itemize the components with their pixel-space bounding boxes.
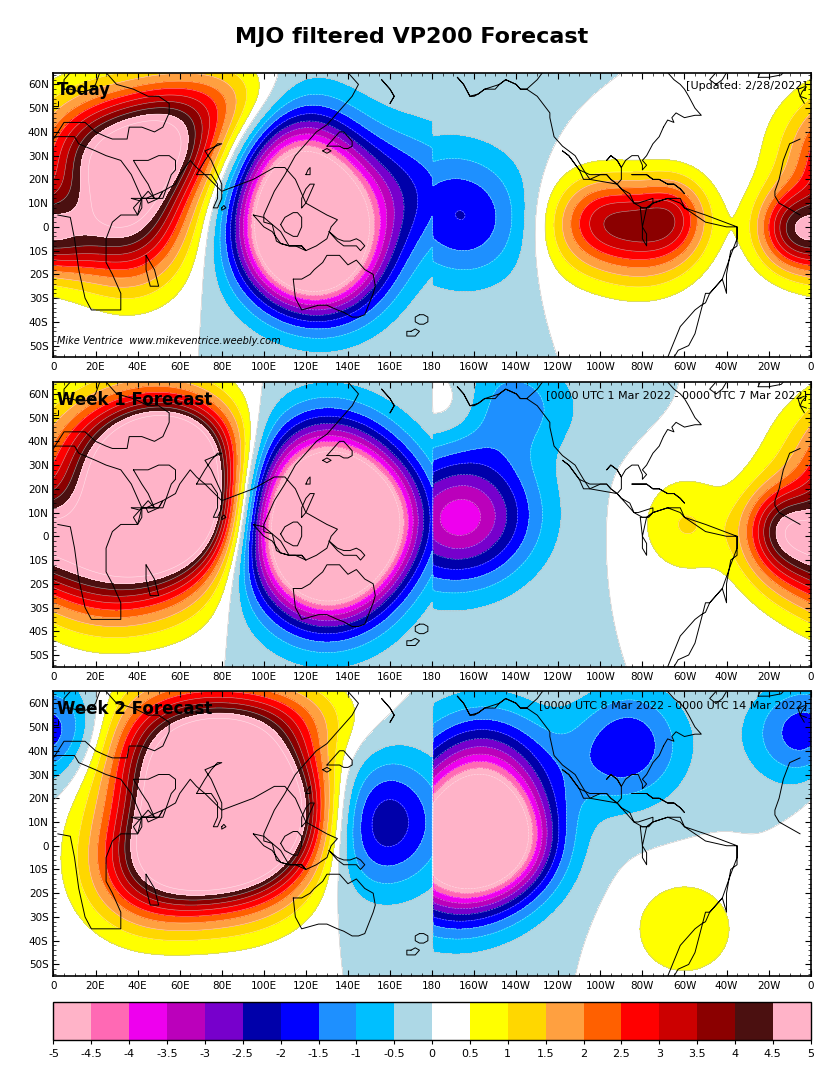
Text: Mike Ventrice  www.mikeventrice.weebly.com: Mike Ventrice www.mikeventrice.weebly.co… xyxy=(58,336,281,346)
Text: Week 1 Forecast: Week 1 Forecast xyxy=(58,391,212,409)
Text: MJO filtered VP200 Forecast: MJO filtered VP200 Forecast xyxy=(235,27,588,47)
Text: [Updated: 2/28/2022]: [Updated: 2/28/2022] xyxy=(686,81,807,91)
Text: Today: Today xyxy=(58,81,111,99)
Text: [0000 UTC 1 Mar 2022 - 0000 UTC 7 Mar 2022]: [0000 UTC 1 Mar 2022 - 0000 UTC 7 Mar 20… xyxy=(546,391,807,400)
Text: Week 2 Forecast: Week 2 Forecast xyxy=(58,700,212,718)
Text: [0000 UTC 8 Mar 2022 - 0000 UTC 14 Mar 2022]: [0000 UTC 8 Mar 2022 - 0000 UTC 14 Mar 2… xyxy=(539,700,807,710)
